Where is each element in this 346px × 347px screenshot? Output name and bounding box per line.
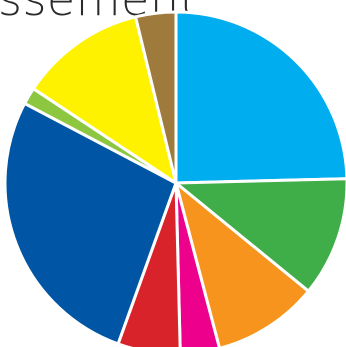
pie-slice-6 — [3, 101, 178, 346]
pie-slice-9 — [134, 10, 178, 185]
pie-slice-4 — [174, 181, 221, 347]
pie-slices — [3, 10, 346, 347]
pie-slice-2 — [174, 177, 346, 293]
pie-slice-1 — [174, 10, 346, 185]
pie-slice-8 — [31, 15, 178, 185]
